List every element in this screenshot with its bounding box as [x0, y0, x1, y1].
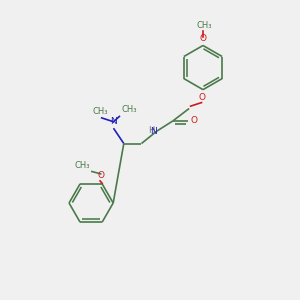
Text: CH₃: CH₃	[74, 161, 90, 170]
Text: O: O	[200, 34, 206, 43]
Text: O: O	[198, 93, 205, 102]
Text: CH₃: CH₃	[122, 105, 137, 114]
Text: N: N	[110, 117, 117, 126]
Text: N: N	[151, 127, 158, 136]
Text: O: O	[190, 116, 198, 125]
Text: CH₃: CH₃	[92, 107, 108, 116]
Text: O: O	[97, 171, 104, 180]
Text: CH₃: CH₃	[197, 21, 212, 30]
Text: H: H	[148, 126, 155, 135]
